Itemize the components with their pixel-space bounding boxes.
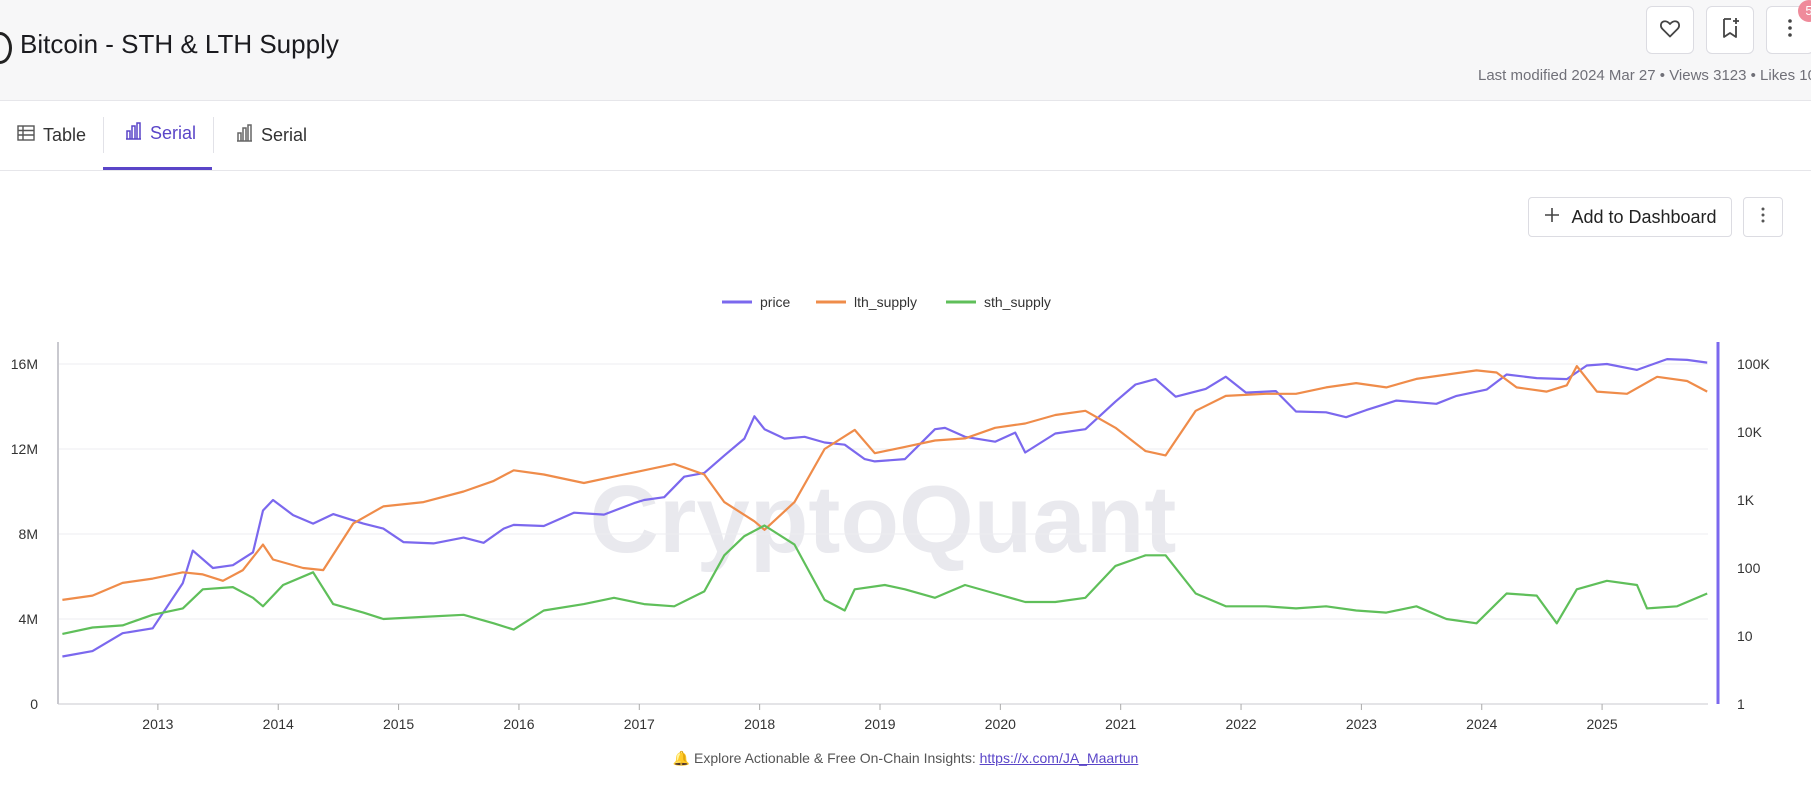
y-right-tick-label: 1	[1737, 696, 1745, 712]
y-right-tick-label: 10K	[1737, 424, 1763, 440]
y-right-tick-label: 1K	[1737, 492, 1755, 508]
view-tabs: Table Serial Serial	[0, 100, 1811, 171]
x-tick-label: 2021	[1105, 716, 1136, 732]
tab-serial[interactable]: Serial	[235, 100, 307, 170]
legend-label-price: price	[760, 294, 791, 310]
tab-divider	[213, 117, 214, 153]
y-left-tick-label: 8M	[19, 526, 38, 542]
x-tick-label: 2023	[1346, 716, 1377, 732]
more-vertical-icon	[1778, 16, 1802, 45]
y-right-tick-label: 10	[1737, 628, 1753, 644]
y-left-tick-label: 4M	[19, 611, 38, 627]
x-tick-label: 2014	[263, 716, 294, 732]
add-to-dashboard-button[interactable]: Add to Dashboard	[1528, 197, 1732, 237]
tab-table[interactable]: Table	[17, 100, 86, 170]
heart-icon	[1658, 16, 1682, 45]
x-tick-label: 2018	[744, 716, 775, 732]
bookmark-add-icon	[1718, 16, 1742, 45]
chart-area: CryptoQuant 0 4M 8M 12M 16M 1 10 100 1K 10K 100K 201…	[11, 294, 1771, 732]
legend-label-sth_supply: sth_supply	[984, 294, 1051, 310]
tab-divider	[103, 117, 104, 153]
x-tick-label: 2024	[1466, 716, 1497, 732]
tab-serial-active[interactable]: Serial	[103, 100, 212, 170]
notification-badge[interactable]: 5	[1798, 0, 1811, 22]
x-tick-label: 2022	[1225, 716, 1256, 732]
avatar[interactable]	[0, 32, 12, 64]
y-left-tick-label: 16M	[11, 356, 38, 372]
page-title: Bitcoin - STH & LTH Supply	[20, 29, 339, 59]
x-tick-label: 2020	[985, 716, 1016, 732]
header-bar: Bitcoin - STH & LTH Supply 5 Last modifi…	[0, 0, 1811, 101]
chart-more-button[interactable]	[1743, 197, 1783, 237]
y-right-tick-label: 100	[1737, 560, 1761, 576]
x-tick-label: 2015	[383, 716, 414, 732]
tab-label: Serial	[261, 124, 308, 145]
tab-label: Serial	[150, 123, 197, 143]
footer-text: Explore Actionable & Free On-Chain Insig…	[694, 750, 976, 766]
x-tick-label: 2017	[624, 716, 655, 732]
tab-label: Table	[43, 124, 87, 145]
watermark: CryptoQuant	[590, 466, 1177, 573]
bar-chart-icon	[124, 122, 142, 145]
add-to-dashboard-label: Add to Dashboard	[1571, 206, 1717, 227]
plus-icon	[1543, 206, 1561, 229]
footer-link[interactable]: https://x.com/JA_Maartun	[979, 750, 1139, 766]
page-meta: Last modified 2024 Mar 27 • Views 3123 •…	[1478, 67, 1811, 84]
bookmark-add-button[interactable]	[1706, 6, 1754, 54]
bar-chart-icon	[235, 123, 253, 147]
bell-icon: 🔔	[672, 750, 691, 766]
y-right-tick-label: 100K	[1737, 356, 1770, 372]
x-tick-label: 2019	[864, 716, 895, 732]
y-left-tick-label: 0	[30, 696, 38, 712]
more-vertical-icon	[1753, 205, 1773, 230]
x-tick-label: 2013	[142, 716, 173, 732]
footer-note: 🔔 Explore Actionable & Free On-Chain Ins…	[0, 750, 1811, 767]
x-tick-label: 2025	[1587, 716, 1618, 732]
x-tick-label: 2016	[503, 716, 534, 732]
series-line-sth_supply	[62, 524, 1708, 635]
series-line-lth_supply	[62, 365, 1708, 601]
favorite-button[interactable]	[1646, 6, 1694, 54]
y-left-tick-label: 12M	[11, 441, 38, 457]
legend-label-lth_supply: lth_supply	[854, 294, 917, 310]
table-icon	[17, 124, 35, 146]
